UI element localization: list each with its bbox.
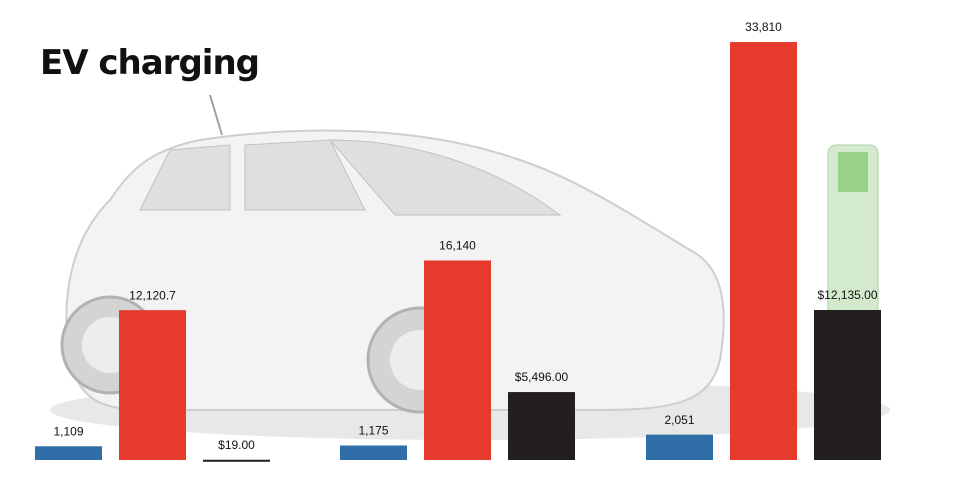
bar [730, 42, 797, 460]
bar [424, 260, 491, 460]
value-label: 16,140 [439, 239, 476, 253]
bar [340, 445, 407, 460]
bar [508, 392, 575, 460]
value-label: $12,135.00 [817, 288, 877, 302]
value-label: 2,051 [664, 413, 694, 427]
bar [814, 309, 881, 460]
value-label: 1,175 [358, 424, 388, 438]
value-label: 33,810 [745, 20, 782, 34]
value-label: 12,120.7 [129, 288, 176, 302]
chart-title: EV charging [40, 43, 259, 83]
bar [646, 434, 713, 460]
bar [119, 310, 186, 460]
value-label: 1,109 [53, 424, 83, 438]
bar [35, 446, 102, 460]
bar [203, 459, 270, 462]
value-label: $5,496.00 [515, 370, 569, 384]
value-label: $19.00 [218, 438, 255, 452]
